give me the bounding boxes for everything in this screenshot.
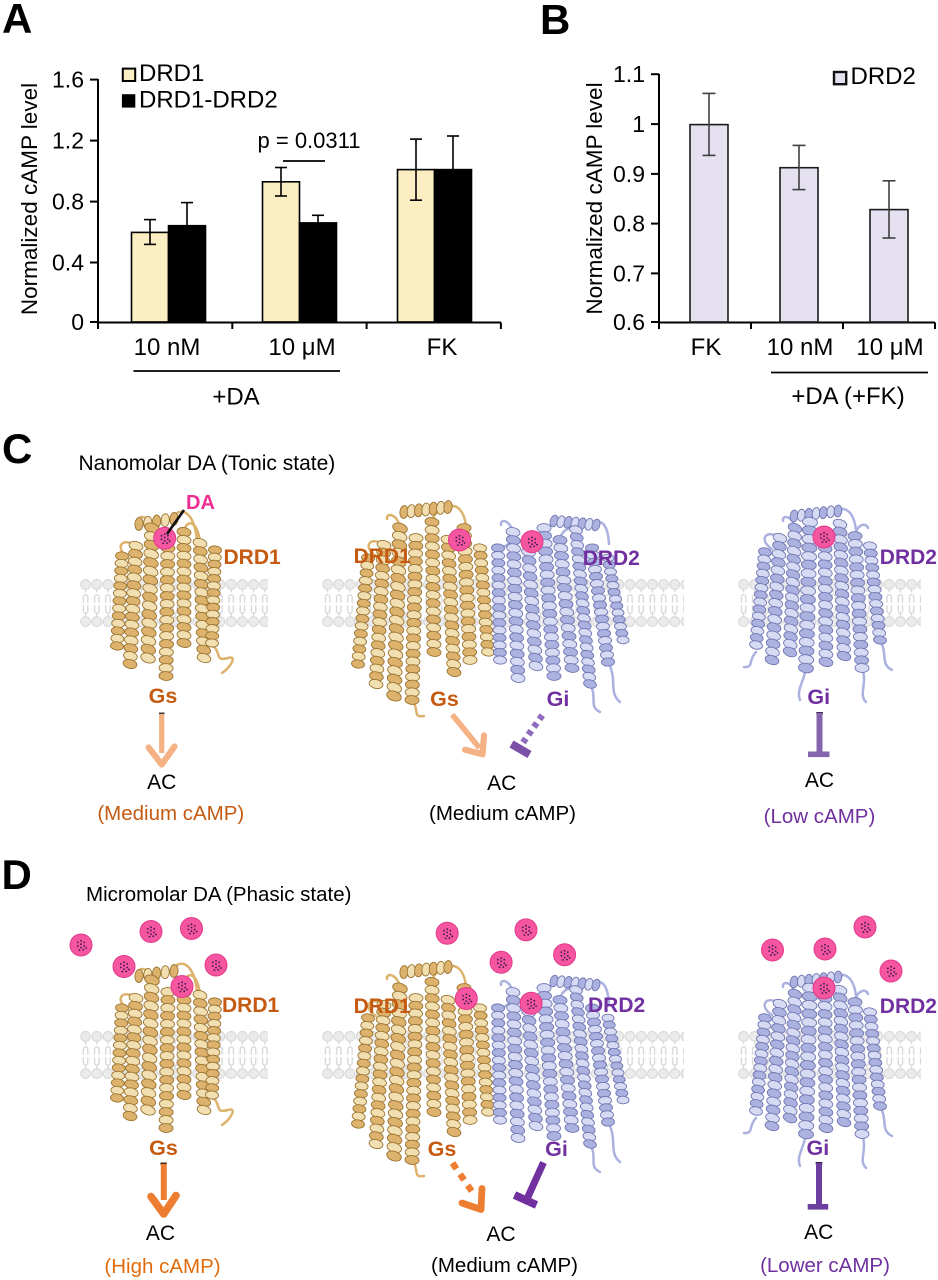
svg-text:Nanomolar DA (Tonic state): Nanomolar DA (Tonic state) [79,452,336,475]
svg-text:10 nM: 10 nM [767,334,834,361]
svg-text:AC: AC [487,772,516,795]
svg-text:+DA (+FK): +DA (+FK) [791,383,904,410]
svg-text:DRD1: DRD1 [224,546,281,569]
svg-text:(Lower cAMP): (Lower cAMP) [760,1254,890,1277]
svg-text:(Medium cAMP): (Medium cAMP) [431,1254,578,1277]
svg-text:0.9: 0.9 [613,161,645,187]
svg-text:B: B [540,0,570,43]
svg-text:DRD1: DRD1 [354,545,411,568]
svg-text:Gi: Gi [807,685,830,709]
svg-text:DRD2: DRD2 [583,547,640,570]
svg-text:0.4: 0.4 [52,250,84,276]
svg-text:AC: AC [805,769,834,792]
svg-text:AC: AC [486,1223,515,1246]
svg-text:+DA: +DA [212,384,259,411]
svg-text:DRD2: DRD2 [880,546,937,569]
svg-text:DRD1-DRD2: DRD1-DRD2 [139,87,278,114]
svg-text:FK: FK [691,334,722,361]
svg-text:p = 0.0311: p = 0.0311 [258,128,361,153]
svg-text:1: 1 [632,111,645,137]
svg-text:1.6: 1.6 [52,67,84,93]
svg-text:0.8: 0.8 [52,189,84,215]
svg-text:DRD1: DRD1 [354,995,411,1018]
svg-text:DA: DA [186,492,215,514]
svg-text:0.7: 0.7 [613,260,645,286]
svg-text:DRD2: DRD2 [851,63,916,90]
svg-text:DRD1: DRD1 [222,994,279,1017]
svg-text:Gi: Gi [545,1137,568,1161]
svg-text:Normalized cAMP level: Normalized cAMP level [17,83,42,315]
svg-text:Gs: Gs [430,687,459,711]
svg-text:Gs: Gs [149,684,178,708]
svg-text:C: C [2,425,32,472]
svg-text:AC: AC [147,771,176,794]
svg-text:(Medium cAMP): (Medium cAMP) [97,802,244,825]
svg-text:FK: FK [427,334,458,361]
svg-text:0.6: 0.6 [613,309,645,335]
svg-text:10 μM: 10 μM [268,334,335,361]
svg-text:1.1: 1.1 [613,61,645,87]
svg-text:10 nM: 10 nM [134,334,201,361]
svg-text:Normalized cAMP level: Normalized cAMP level [582,82,607,314]
svg-text:Gs: Gs [428,1137,457,1161]
svg-text:Gs: Gs [149,1136,178,1160]
svg-text:(High cAMP): (High cAMP) [104,1255,220,1278]
svg-text:AC: AC [146,1222,175,1245]
svg-text:DRD2: DRD2 [880,995,937,1018]
svg-text:Gi: Gi [547,687,570,711]
svg-text:DRD2: DRD2 [588,994,645,1017]
svg-text:D: D [2,851,32,898]
svg-text:A: A [2,0,32,42]
svg-text:0.8: 0.8 [613,211,645,237]
svg-text:(Low cAMP): (Low cAMP) [764,805,876,828]
svg-text:Micromolar DA (Phasic state): Micromolar DA (Phasic state) [86,883,351,906]
svg-text:1.2: 1.2 [52,128,84,154]
svg-text:DRD1: DRD1 [139,60,204,87]
svg-text:Gi: Gi [807,1136,830,1160]
svg-text:0: 0 [71,309,84,335]
svg-text:10 μM: 10 μM [856,334,923,361]
svg-text:(Medium cAMP): (Medium cAMP) [429,802,576,825]
svg-text:AC: AC [804,1221,833,1244]
